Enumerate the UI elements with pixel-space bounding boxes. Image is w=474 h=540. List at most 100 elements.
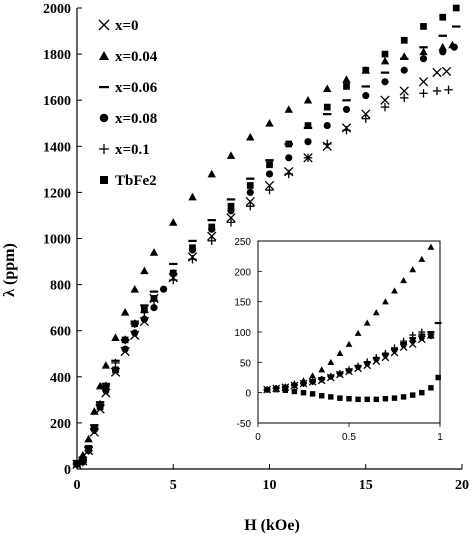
- inset-data-point: [409, 331, 417, 339]
- data-point: [149, 248, 159, 256]
- x-tick-label: 0: [74, 478, 81, 493]
- data-point: [207, 219, 216, 222]
- inset-data-point: [400, 277, 407, 284]
- inset-data-point: [346, 396, 352, 402]
- data-point: [246, 188, 254, 196]
- data-point: [207, 231, 217, 241]
- data-point: [419, 47, 428, 56]
- data-point: [342, 105, 351, 113]
- data-point: [432, 86, 442, 96]
- inset-data-point: [318, 375, 326, 383]
- data-point: [304, 138, 312, 146]
- data-point: [245, 196, 255, 207]
- data-point: [188, 239, 197, 243]
- inset-y-tick-label: -50: [237, 419, 252, 430]
- inset-data-point: [428, 385, 434, 391]
- inset-data-point: [418, 255, 426, 262]
- inset-data-point: [363, 358, 371, 366]
- inset-data-point: [264, 386, 270, 393]
- data-point: [265, 119, 274, 127]
- data-point: [362, 66, 370, 74]
- data-point: [380, 71, 390, 74]
- data-point: [380, 102, 390, 112]
- inset-data-point: [427, 243, 435, 250]
- data-point: [342, 125, 351, 135]
- inset-data-point: [400, 394, 407, 400]
- inset-data-point: [434, 321, 442, 325]
- data-point: [400, 66, 408, 74]
- data-point: [419, 89, 428, 98]
- y-tick-label: 400: [50, 371, 71, 386]
- data-point: [149, 290, 159, 293]
- data-point: [246, 202, 255, 211]
- y-axis-title: λ (ppm): [1, 243, 18, 297]
- inset-data-point: [364, 396, 370, 403]
- legend-label: x=0.06: [115, 80, 158, 96]
- data-point: [131, 320, 139, 328]
- data-point: [150, 304, 158, 312]
- data-point: [323, 103, 331, 111]
- data-point: [284, 169, 293, 179]
- data-point: [265, 170, 274, 178]
- data-point: [90, 407, 99, 415]
- inset-data-point: [409, 392, 416, 398]
- data-point: [131, 329, 139, 337]
- inset-data-point: [327, 372, 335, 380]
- data-point: [169, 275, 178, 285]
- data-point: [381, 78, 389, 86]
- data-point: [169, 262, 178, 266]
- inset-data-point: [391, 395, 398, 401]
- x-tick-label: 10: [263, 478, 277, 493]
- data-point: [188, 192, 197, 201]
- data-point: [208, 223, 216, 231]
- data-point: [85, 444, 92, 452]
- data-point: [452, 4, 460, 12]
- inset-data-point: [282, 387, 289, 393]
- legend-label: x=0.04: [115, 49, 158, 65]
- data-point: [343, 83, 350, 90]
- y-tick-label: 1200: [43, 186, 71, 201]
- data-point: [207, 169, 216, 178]
- data-point: [419, 46, 428, 49]
- data-point: [362, 92, 370, 100]
- data-point: [130, 285, 139, 293]
- data-point: [140, 266, 149, 275]
- inset-data-point: [318, 392, 325, 399]
- inset-data-point: [418, 328, 426, 336]
- data-point: [284, 105, 293, 113]
- data-point: [140, 304, 149, 307]
- legend-marker: [99, 51, 109, 60]
- inset-data-point: [382, 349, 389, 357]
- legend-marker: [100, 176, 108, 184]
- legend-label: x=0.08: [115, 111, 157, 127]
- data-point: [264, 180, 275, 191]
- inset-x-tick-label: 0.5: [342, 432, 356, 443]
- data-point: [381, 50, 389, 58]
- inset-y-tick-label: 200: [234, 267, 251, 278]
- inset-data-point: [327, 358, 335, 366]
- data-point: [95, 381, 105, 390]
- data-point: [226, 198, 236, 201]
- data-point: [400, 93, 409, 103]
- inset-data-point: [373, 396, 380, 403]
- data-point: [361, 114, 370, 123]
- data-point: [189, 244, 196, 252]
- data-point: [266, 161, 273, 169]
- data-point: [419, 55, 428, 63]
- inset-data-point: [309, 391, 316, 397]
- data-point: [112, 366, 119, 374]
- data-point: [361, 109, 371, 119]
- inset-data-point: [382, 298, 389, 305]
- inset-data-point: [300, 389, 307, 396]
- inset-data-point: [300, 380, 307, 387]
- inset-data-point: [273, 386, 279, 393]
- main-legend: x=0 x=0.04 x=0.06 x=0.08 x=0.1 TbFe2: [98, 18, 158, 189]
- inset-data-point: [328, 394, 334, 400]
- data-point: [450, 43, 458, 51]
- y-tick-label: 800: [50, 279, 71, 294]
- y-tick-label: 1000: [43, 233, 71, 248]
- data-point: [399, 86, 409, 96]
- data-point: [304, 122, 312, 129]
- data-point: [150, 295, 158, 302]
